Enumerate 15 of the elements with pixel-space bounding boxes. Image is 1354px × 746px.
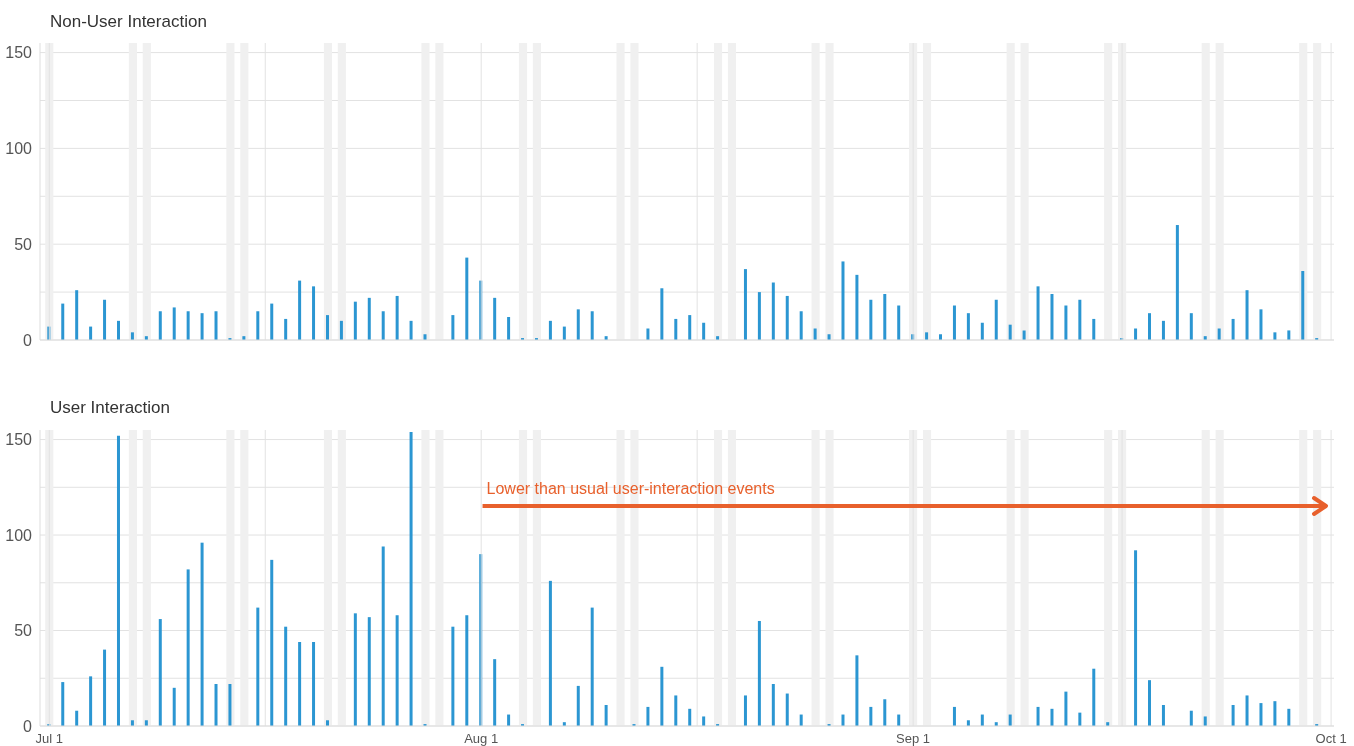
y-tick-label: 0 [23,717,33,735]
chart-title: Non-User Interaction [50,12,207,32]
chart-title: User Interaction [50,398,170,418]
y-tick-label: 150 [5,44,33,62]
y-tick-label: 50 [14,235,33,253]
x-tick-label: Jul 1 [35,731,64,746]
y-tick-label: 150 [5,431,33,449]
y-tick-label: 100 [5,140,33,158]
x-tick-label: Aug 1 [464,731,499,746]
annotation: Lower than usual user-interaction events [486,480,775,497]
x-tick-label: Oct 1 [1315,731,1347,746]
y-tick-label: 0 [23,331,33,349]
y-tick-label: 100 [5,526,33,544]
x-tick-label: Sep 1 [896,731,931,746]
y-tick-label: 50 [14,622,33,640]
